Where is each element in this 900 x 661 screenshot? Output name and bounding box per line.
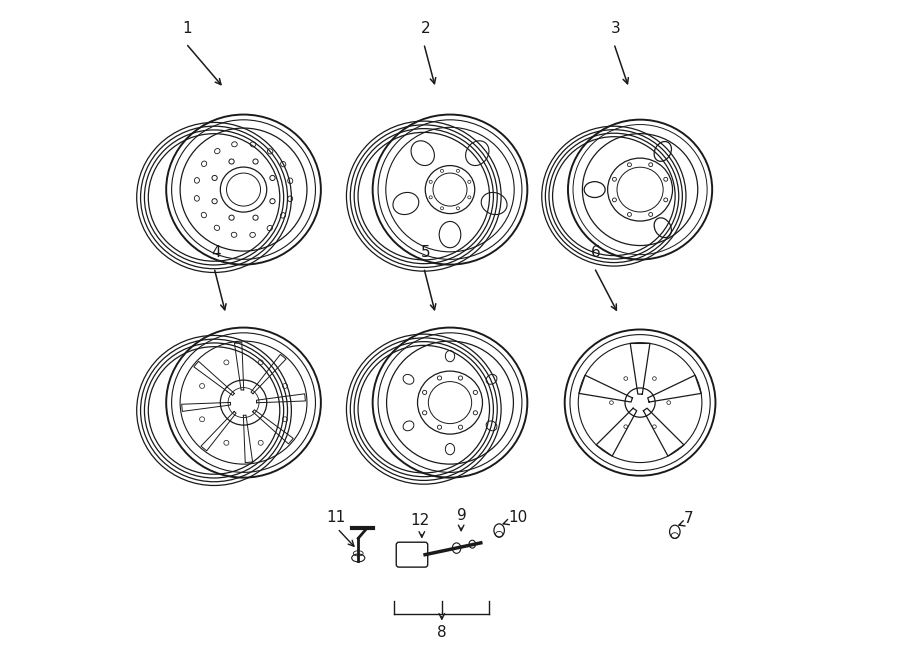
Text: 4: 4 bbox=[211, 245, 220, 260]
Text: 3: 3 bbox=[610, 20, 620, 36]
Text: 5: 5 bbox=[420, 245, 430, 260]
Text: 8: 8 bbox=[437, 625, 446, 640]
Text: 1: 1 bbox=[183, 20, 193, 36]
Text: 2: 2 bbox=[420, 20, 430, 36]
Text: 9: 9 bbox=[456, 508, 466, 524]
Text: 7: 7 bbox=[684, 512, 694, 526]
Text: 10: 10 bbox=[508, 510, 527, 525]
Text: 6: 6 bbox=[591, 245, 600, 260]
Text: 11: 11 bbox=[327, 510, 346, 525]
Text: 12: 12 bbox=[410, 514, 430, 528]
